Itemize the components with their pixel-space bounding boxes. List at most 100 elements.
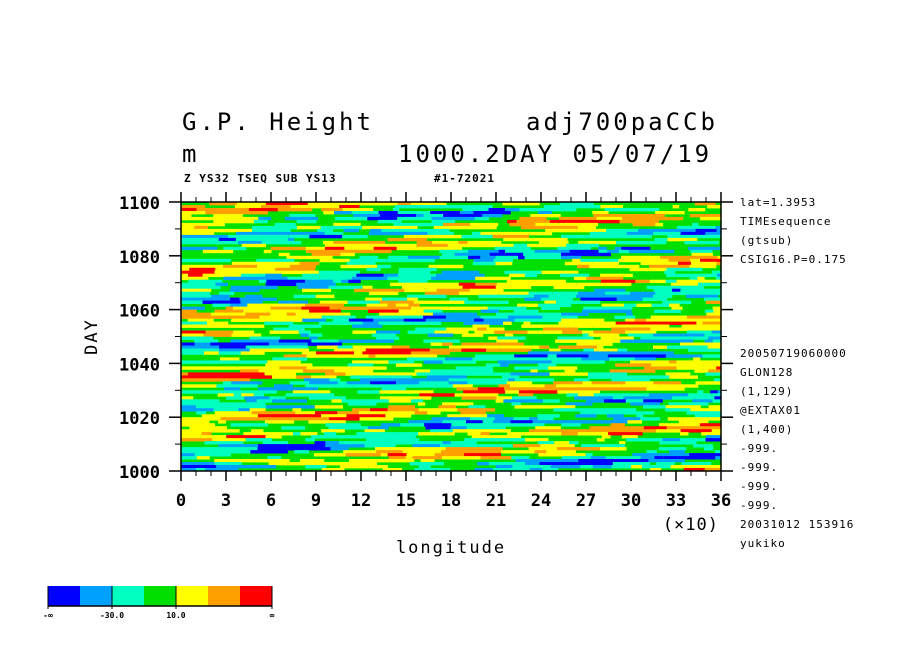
heatmap-cell — [655, 291, 672, 296]
heatmap-cell — [305, 384, 329, 388]
heatmap-cell — [408, 303, 420, 307]
heatmap-cell — [451, 423, 489, 427]
heatmap-cell — [485, 363, 501, 367]
heatmap-cell — [565, 429, 578, 433]
heatmap-cell — [198, 336, 214, 340]
heatmap-cell — [439, 447, 446, 451]
heatmap-cell — [569, 324, 594, 328]
heatmap-cell — [380, 453, 388, 457]
heatmap-cell — [472, 231, 481, 236]
heatmap-cell — [542, 327, 579, 331]
heatmap-cell — [373, 246, 397, 251]
heatmap-cell — [576, 342, 613, 346]
heatmap-cell — [649, 264, 664, 269]
heatmap-cell — [616, 240, 649, 245]
heatmap-cell — [676, 360, 711, 364]
heatmap-cell — [243, 432, 282, 436]
heatmap-cell — [492, 468, 506, 472]
heatmap-cell — [551, 360, 591, 364]
heatmap-cell — [630, 402, 660, 406]
heatmap-cell — [227, 234, 262, 239]
heatmap-cell — [452, 225, 475, 230]
heatmap-cell — [364, 444, 396, 448]
heatmap-cell — [705, 438, 721, 442]
heatmap-cell — [194, 342, 211, 346]
heatmap-cell — [553, 381, 583, 385]
heatmap-cell — [718, 288, 721, 293]
heatmap-cell — [640, 417, 661, 421]
heatmap-cell — [433, 225, 452, 230]
heatmap-cell — [300, 432, 318, 436]
heatmap-cell — [561, 456, 591, 460]
heatmap-cell — [181, 468, 196, 472]
heatmap-cell — [435, 315, 446, 319]
heatmap-cell — [567, 450, 576, 454]
heatmap-cell — [652, 321, 663, 325]
colorbar-label: ∞ — [270, 611, 275, 620]
heatmap-cell — [321, 208, 343, 212]
heatmap-cell — [653, 381, 682, 385]
heatmap-cell — [405, 441, 433, 445]
heatmap-cell — [560, 273, 590, 278]
heatmap-cell — [181, 330, 206, 334]
heatmap-cell — [463, 321, 503, 325]
heatmap-cell — [350, 375, 380, 379]
heatmap-cell — [181, 214, 192, 218]
heatmap-cell — [666, 267, 703, 272]
heatmap-cell — [540, 444, 575, 448]
x-tick-label: 30 — [621, 491, 641, 511]
heatmap-cell — [494, 330, 528, 334]
heatmap-cell — [201, 240, 239, 245]
heatmap-cell — [466, 426, 506, 430]
heatmap-cell — [701, 432, 721, 436]
heatmap-cell — [680, 231, 706, 236]
heatmap-cell — [274, 222, 296, 227]
heatmap-cell — [388, 255, 409, 260]
heatmap-cell — [556, 384, 580, 388]
heatmap-cell — [296, 375, 311, 379]
heatmap-cell — [240, 306, 260, 310]
heatmap-cell — [700, 216, 721, 221]
heatmap-cell — [395, 303, 409, 307]
heatmap-cell — [382, 468, 402, 472]
heatmap-cell — [395, 312, 433, 316]
heatmap-cell — [333, 279, 342, 284]
heatmap-cell — [366, 267, 381, 272]
heatmap-cell — [436, 288, 470, 293]
heatmap-cell — [293, 294, 316, 299]
heatmap-cell — [504, 270, 542, 275]
heatmap-cell — [445, 312, 477, 316]
heatmap-cell — [464, 453, 491, 457]
heatmap-cell — [348, 279, 361, 284]
heatmap-cell — [265, 363, 275, 367]
heatmap-cell — [218, 237, 236, 242]
heatmap-cell — [320, 225, 355, 230]
heatmap-cell — [671, 405, 701, 409]
heatmap-cell — [280, 321, 294, 325]
heatmap-cell — [691, 423, 700, 427]
heatmap-cell — [495, 312, 522, 316]
heatmap-cell — [575, 414, 597, 418]
heatmap-cell — [546, 450, 561, 454]
heatmap-cell — [354, 225, 363, 230]
heatmap-cell — [605, 351, 635, 355]
heatmap-cell — [351, 369, 374, 373]
heatmap-cell — [492, 300, 509, 304]
heatmap-cell — [298, 330, 311, 334]
heatmap-cell — [589, 264, 611, 269]
heatmap-cell — [370, 321, 379, 325]
heatmap-cell — [351, 366, 387, 370]
heatmap-cell — [393, 222, 413, 227]
heatmap-cell — [317, 228, 333, 233]
heatmap-cell — [381, 228, 414, 233]
heatmap-cell — [443, 222, 450, 227]
side-info-line: CSIG16.P=0.175 — [740, 253, 847, 266]
heatmap-cell — [181, 228, 215, 233]
heatmap-cell — [299, 231, 306, 236]
heatmap-cell — [576, 282, 603, 287]
heatmap-cell — [280, 270, 319, 275]
heatmap-cell — [694, 369, 709, 373]
heatmap-cell — [508, 378, 515, 382]
heatmap-cell — [621, 384, 661, 388]
heatmap-cell — [316, 351, 340, 355]
